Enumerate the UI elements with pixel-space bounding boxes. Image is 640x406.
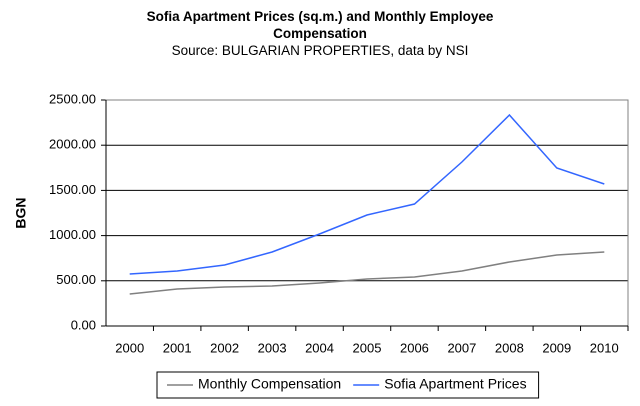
plot-border [105, 99, 629, 327]
chart-subtitle: Source: BULGARIAN PROPERTIES, data by NS… [171, 43, 469, 58]
y-tick-label: 2500.00 [49, 91, 96, 106]
x-tick-label: 2003 [258, 340, 287, 355]
x-tick-label: 2006 [400, 340, 429, 355]
legend-box [156, 371, 540, 399]
series-line [129, 251, 605, 295]
legend-label: Monthly Compensation [198, 376, 341, 392]
series-line [129, 113, 605, 275]
x-tick-label: 2000 [115, 340, 144, 355]
x-tick-label: 2010 [590, 340, 619, 355]
chart-title: Sofia Apartment Prices (sq.m.) and Month… [146, 9, 494, 41]
x-tick-label: 2007 [447, 340, 476, 355]
y-tick-label: 2000.00 [49, 137, 96, 152]
x-tick-label: 2004 [305, 340, 334, 355]
x-tick-label: 2009 [542, 340, 571, 355]
y-tick-label: 1500.00 [49, 182, 96, 197]
y-tick-label: 1000.00 [49, 227, 96, 242]
x-tick-label: 2008 [495, 340, 524, 355]
legend-label: Sofia Apartment Prices [384, 376, 526, 392]
y-axis-label: BGN [13, 197, 29, 228]
y-tick-label: 500.00 [56, 272, 96, 287]
x-tick-label: 2002 [210, 340, 239, 355]
legend: Monthly Compensation Sofia Apartment Pric… [156, 371, 540, 399]
x-tick-label: 2005 [353, 340, 382, 355]
y-tick-label: 0.00 [71, 317, 96, 332]
x-tick-label: 2001 [163, 340, 192, 355]
